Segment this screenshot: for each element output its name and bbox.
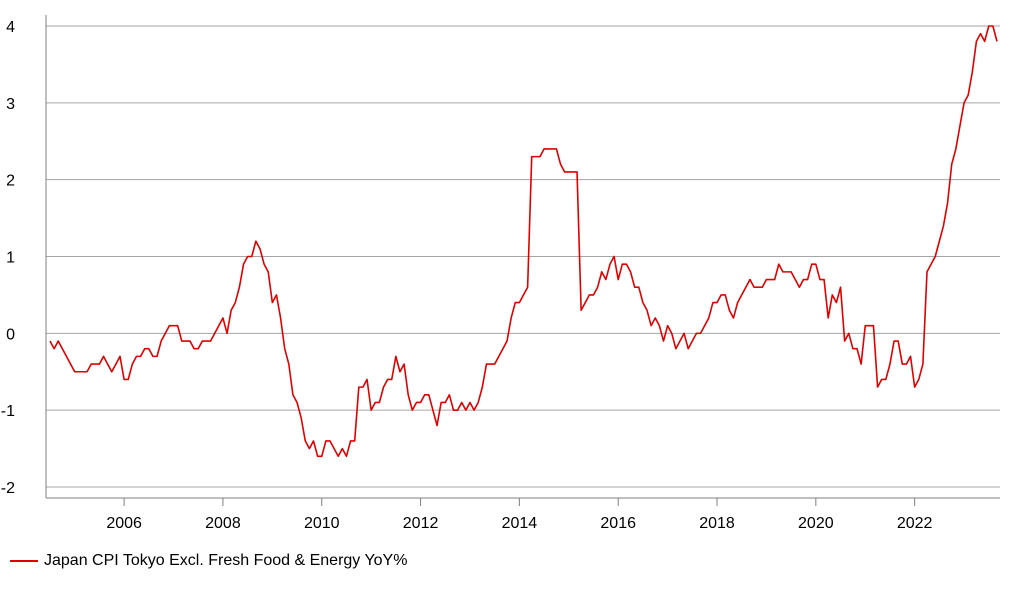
x-tick-label: 2006 (106, 515, 142, 532)
x-tick-label: 2014 (502, 515, 538, 532)
legend: Japan CPI Tokyo Excl. Fresh Food & Energ… (10, 552, 407, 570)
series-line (49, 25, 998, 458)
y-tick-label: 0 (6, 326, 15, 343)
x-tick-label: 2010 (304, 515, 340, 532)
x-tick-label: 2022 (897, 515, 933, 532)
x-tick-label: 2008 (205, 515, 241, 532)
legend-swatch (10, 560, 38, 562)
gridlines (46, 25, 1000, 488)
y-tick-label: -2 (1, 480, 15, 497)
y-tick-labels: 4 3 2 1 0 -1 -2 (1, 19, 15, 497)
x-tick-label: 2018 (699, 515, 735, 532)
x-tick-labels: 2006 2008 2010 2012 2014 2016 2018 2020 2022 (106, 498, 933, 532)
x-tick-label: 2020 (798, 515, 834, 532)
y-tick-label: 3 (6, 96, 15, 113)
y-tick-label: 1 (6, 250, 15, 267)
y-tick-label: 2 (6, 173, 15, 190)
y-tick-label: -1 (1, 403, 15, 420)
x-tick-label: 2012 (403, 515, 439, 532)
axes (45, 15, 1000, 499)
x-tick-label: 2016 (600, 515, 636, 532)
plot-area (49, 25, 998, 458)
y-tick-label: 4 (6, 19, 15, 36)
legend-label: Japan CPI Tokyo Excl. Fresh Food & Energ… (44, 552, 408, 569)
